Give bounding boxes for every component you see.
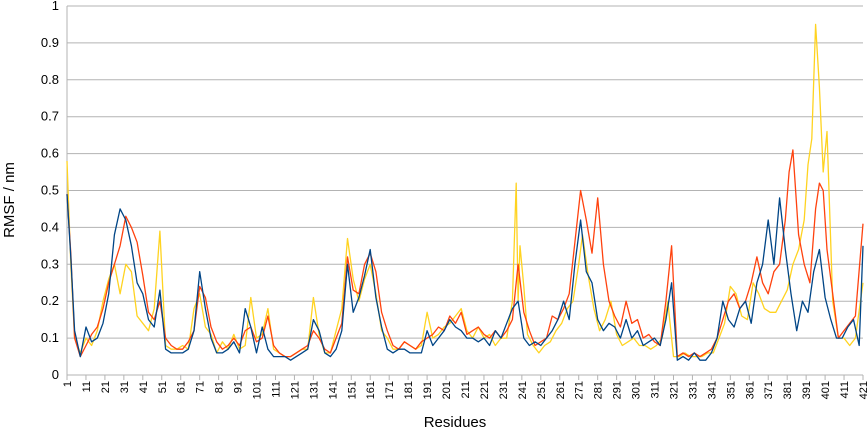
x-tick-label: 141 — [327, 381, 339, 399]
x-tick-label: 31 — [119, 381, 131, 393]
y-tick-label: 0.4 — [41, 219, 59, 234]
x-tick-label: 371 — [763, 381, 775, 399]
series-line-1 — [66, 23, 864, 358]
x-tick-label: 91 — [233, 381, 245, 393]
x-tick-label: 321 — [668, 381, 680, 399]
x-tick-label: 101 — [252, 381, 264, 399]
x-tick-label: 151 — [346, 381, 358, 399]
series-lines — [66, 23, 864, 361]
x-tick-label: 171 — [384, 381, 396, 399]
x-tick-label: 121 — [289, 381, 301, 399]
y-tick-labels: 0 0.1 0.2 0.3 0.4 0.5 0.6 0.7 0.8 0.9 1 — [41, 0, 59, 382]
x-tick-label: 351 — [725, 381, 737, 399]
y-tick-label: 0.6 — [41, 146, 59, 161]
x-tick-label: 221 — [479, 381, 491, 399]
x-tick-label: 271 — [574, 381, 586, 399]
x-tick-label: 211 — [460, 381, 472, 399]
x-tick-label: 231 — [498, 381, 510, 399]
series-line-2 — [66, 149, 864, 358]
y-tick-label: 1 — [52, 0, 59, 13]
x-tick-label: 241 — [517, 381, 529, 399]
x-tick-label: 11 — [81, 381, 93, 392]
x-tick-label: 71 — [195, 381, 207, 393]
x-tick-label: 191 — [422, 381, 434, 399]
y-axis-label: RMSF / nm — [1, 162, 18, 238]
y-tick-label: 0.8 — [41, 72, 59, 87]
x-tick-label: 411 — [839, 381, 851, 399]
x-tick-label: 311 — [650, 381, 662, 399]
y-tick-label: 0.1 — [41, 330, 59, 345]
gridlines — [67, 5, 863, 376]
y-tick-label: 0.2 — [41, 293, 59, 308]
x-tick-label: 391 — [801, 381, 813, 399]
x-tick-label: 291 — [612, 381, 624, 399]
x-tick-label: 131 — [308, 381, 320, 399]
x-axis-label: Residues — [424, 414, 487, 431]
x-tick-label: 81 — [214, 381, 226, 393]
y-tick-label: 0.7 — [41, 109, 59, 124]
y-tick-label: 0.3 — [41, 256, 59, 271]
x-tick-label: 111 — [270, 381, 282, 398]
x-tick-label: 51 — [157, 381, 169, 393]
x-tick-labels: 1 11 21 31 41 51 61 71 81 91 101 111 121 131 141 151 161… — [62, 375, 867, 399]
series-line-3 — [66, 194, 864, 361]
x-tick-label: 281 — [593, 381, 605, 399]
x-tick-label: 261 — [555, 381, 567, 399]
x-tick-label: 361 — [744, 381, 756, 399]
x-tick-label: 301 — [631, 381, 643, 399]
x-tick-label: 381 — [782, 381, 794, 399]
x-tick-label: 421 — [858, 381, 867, 399]
x-tick-label: 251 — [536, 381, 548, 399]
x-tick-label: 41 — [138, 381, 150, 393]
x-tick-label: 201 — [441, 381, 453, 399]
y-tick-label: 0 — [52, 367, 59, 382]
x-tick-label: 21 — [100, 381, 112, 393]
x-tick-label: 161 — [365, 381, 377, 399]
x-tick-label: 181 — [403, 381, 415, 399]
y-tick-label: 0.5 — [41, 183, 59, 198]
x-tick-label: 331 — [687, 381, 699, 399]
x-tick-label: 401 — [820, 381, 832, 399]
y-tick-label: 0.9 — [41, 35, 59, 50]
x-tick-label: 341 — [706, 381, 718, 399]
x-tick-label: 61 — [176, 381, 188, 393]
x-tick-label: 1 — [62, 381, 74, 387]
